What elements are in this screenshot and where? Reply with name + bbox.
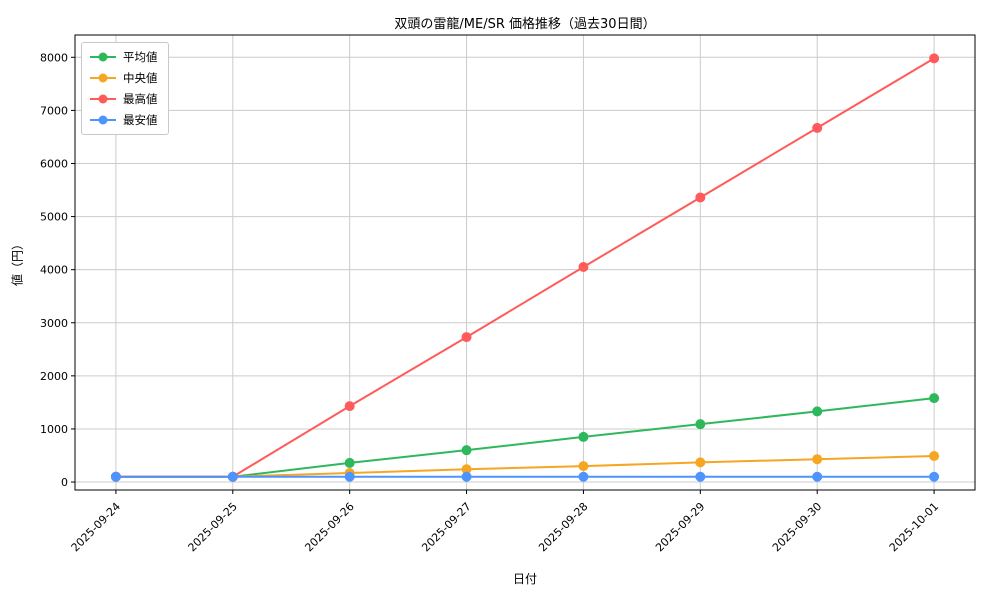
data-point — [461, 445, 472, 456]
data-point — [929, 451, 940, 462]
data-point — [929, 393, 940, 404]
data-point — [695, 471, 706, 482]
data-point — [227, 471, 238, 482]
data-point — [695, 419, 706, 430]
data-point — [812, 471, 823, 482]
legend-marker-icon — [90, 115, 116, 125]
data-point — [929, 53, 940, 64]
data-point — [578, 471, 589, 482]
data-point — [812, 122, 823, 133]
legend-item: 最高値 — [89, 91, 158, 107]
y-tick-label: 5000 — [40, 211, 68, 224]
y-axis-label: 値（円） — [10, 237, 25, 287]
y-tick-label: 6000 — [40, 157, 68, 170]
y-tick-label: 4000 — [40, 264, 68, 277]
x-tick-label: 2025-09-29 — [653, 500, 707, 554]
data-point — [812, 454, 823, 465]
data-point — [578, 431, 589, 442]
x-tick-label: 2025-10-01 — [887, 500, 941, 554]
legend-label: 最安値 — [123, 113, 158, 127]
legend-label: 最高値 — [123, 92, 158, 106]
series-line-2 — [114, 57, 936, 478]
x-tick-label: 2025-09-25 — [186, 500, 240, 554]
series-line-0 — [114, 397, 936, 478]
data-point — [929, 471, 940, 482]
data-point — [578, 461, 589, 472]
legend-marker-icon — [90, 52, 116, 62]
data-point — [578, 262, 589, 273]
y-tick-label: 3000 — [40, 317, 68, 330]
data-point — [461, 332, 472, 343]
x-axis-label: 日付 — [512, 572, 537, 586]
chart-title: 双頭の雷龍/ME/SR 価格推移（過去30日間） — [394, 17, 656, 32]
axes-spine — [74, 34, 976, 491]
legend-label: 中央値 — [123, 71, 158, 85]
x-tick-label: 2025-09-26 — [302, 500, 356, 554]
data-point — [695, 457, 706, 468]
legend-item: 平均値 — [89, 49, 158, 65]
x-tick-label: 2025-09-30 — [770, 500, 824, 554]
x-tick-label: 2025-09-24 — [69, 500, 123, 554]
legend-item: 中央値 — [89, 70, 158, 86]
data-point — [461, 464, 472, 475]
y-tick-label: 2000 — [40, 370, 68, 383]
x-tick-label: 2025-09-27 — [419, 500, 473, 554]
legend-label: 平均値 — [123, 50, 158, 64]
data-point — [344, 471, 355, 482]
data-point — [461, 471, 472, 482]
data-point — [812, 406, 823, 417]
y-tick-label: 8000 — [40, 51, 68, 64]
legend-marker-icon — [90, 73, 116, 83]
y-tick-label: 7000 — [40, 104, 68, 117]
data-point — [110, 471, 121, 482]
legend-item: 最安値 — [89, 112, 158, 128]
y-tick-label: 1000 — [40, 423, 68, 436]
plot-background — [75, 35, 975, 490]
legend-marker-icon — [90, 94, 116, 104]
x-tick-label: 2025-09-28 — [536, 500, 590, 554]
data-point — [344, 457, 355, 468]
data-point — [344, 401, 355, 412]
y-tick-label: 0 — [61, 476, 68, 489]
legend: 平均値中央値最高値最安値 — [81, 42, 169, 135]
data-point — [695, 192, 706, 203]
